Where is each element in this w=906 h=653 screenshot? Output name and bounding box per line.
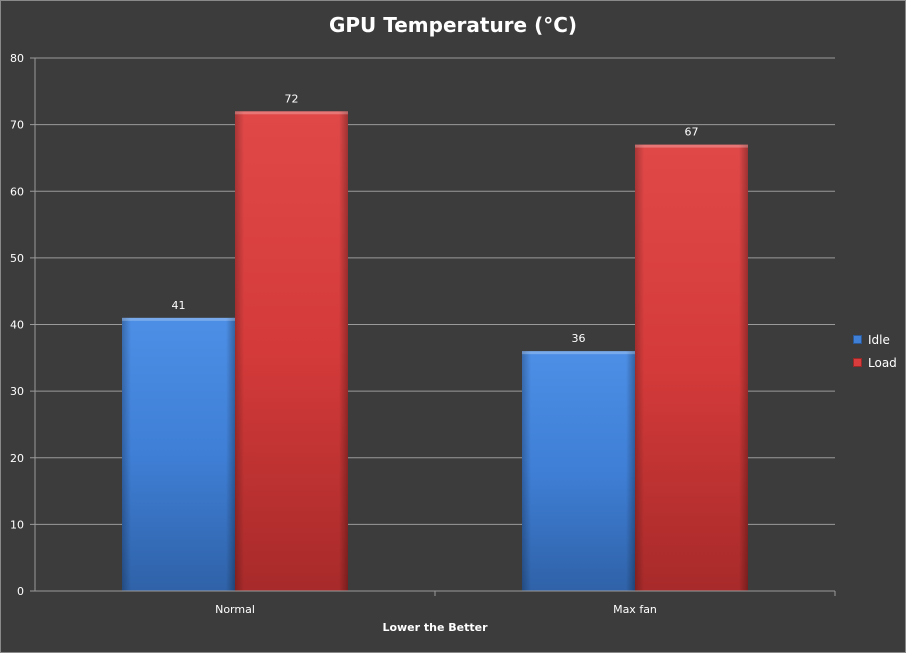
legend-item-idle: Idle [853,328,897,351]
legend-swatch-idle [853,335,862,344]
bar-top-highlight [235,111,348,115]
data-label-idle: 36 [572,332,586,345]
data-label-idle: 41 [172,299,186,312]
y-tick-label: 40 [10,319,24,332]
y-tick-label: 60 [10,185,24,198]
data-label-load: 67 [685,126,699,139]
y-tick-label: 80 [10,52,24,65]
legend-swatch-load [853,358,862,367]
x-axis-title: Lower the Better [382,621,488,634]
bar-shading [522,351,635,591]
y-tick-label: 0 [17,585,24,598]
y-tick-label: 70 [10,119,24,132]
bar-shading [235,111,348,592]
legend-label-load: Load [868,355,897,370]
bar-top-highlight [122,317,235,321]
y-tick-label: 50 [10,252,24,265]
x-tick-label: Max fan [613,603,657,616]
legend-label-idle: Idle [868,332,890,347]
bar-shading [122,317,235,591]
bar-top-highlight [635,144,748,148]
bar-top-highlight [522,351,635,355]
x-tick-label: Normal [215,603,255,616]
bar-shading [635,144,748,592]
legend-item-load: Load [853,351,897,374]
legend: Idle Load [853,328,897,374]
y-tick-label: 10 [10,518,24,531]
y-tick-label: 30 [10,385,24,398]
data-label-load: 72 [285,92,299,105]
y-tick-label: 20 [10,452,24,465]
chart-title: GPU Temperature (°C) [328,13,578,37]
